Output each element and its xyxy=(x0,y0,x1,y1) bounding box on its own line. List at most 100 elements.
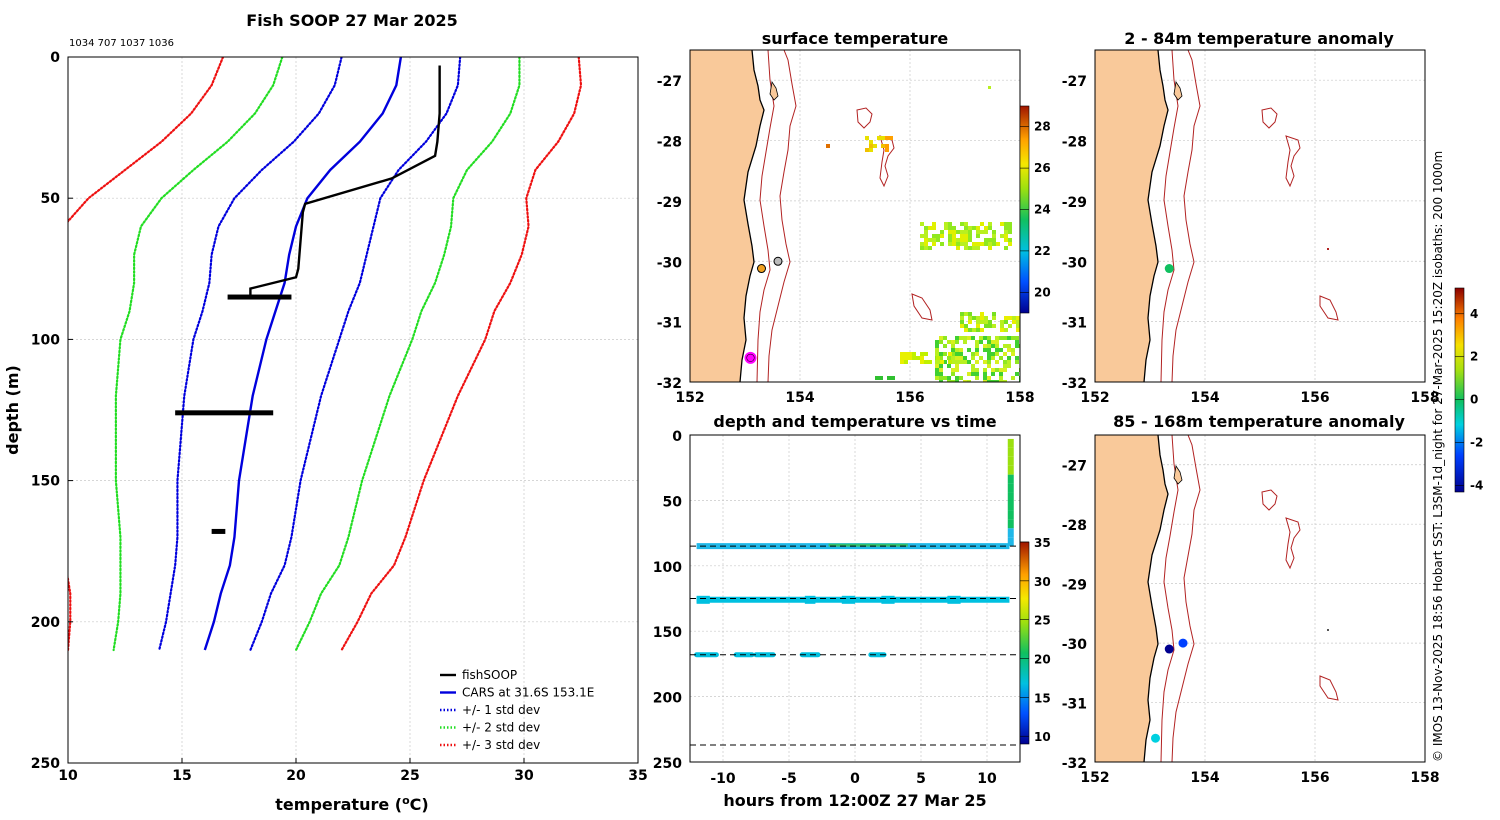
seamount-c xyxy=(911,293,933,321)
legend-label: CARS at 31.6S 153.1E xyxy=(462,686,594,700)
legend-label: +/- 2 std dev xyxy=(462,721,540,735)
sst-pixel xyxy=(971,364,975,368)
sst-pixel xyxy=(988,320,992,324)
sst-pixel xyxy=(980,312,984,316)
sst-pixel xyxy=(960,242,964,246)
sst-pixel xyxy=(1000,234,1004,238)
y-tick-label: 250 xyxy=(653,756,682,772)
land-mask xyxy=(1095,435,1168,762)
sst-pixel xyxy=(935,368,939,372)
sst-pixel xyxy=(959,356,963,360)
anomaly-point xyxy=(1164,644,1174,654)
track-blob xyxy=(804,595,816,604)
sst-pixel xyxy=(1011,348,1015,352)
sst-pixel xyxy=(995,360,999,364)
colorbar-tick-label: 20 xyxy=(1034,653,1051,667)
anomaly-shallow-points xyxy=(1164,248,1329,274)
sst-pixel xyxy=(975,368,979,372)
sst-pixel xyxy=(968,320,972,324)
sst-pixel xyxy=(976,226,980,230)
depth-time-colorbar-ticks: 10 15 20 25 30 35 xyxy=(1020,536,1051,744)
sst-pixel xyxy=(971,372,975,376)
sst-pixel xyxy=(935,352,939,356)
y-tick-label: 0 xyxy=(672,429,682,445)
sst-pixel xyxy=(932,222,936,226)
sst-pixel xyxy=(968,226,972,230)
fishsoop-cluster xyxy=(211,528,226,534)
sst-pixel xyxy=(983,380,987,382)
anomaly-deep-ticks: 152 154 156 158 -32 -31 -30 -29 -28 -27 xyxy=(1062,459,1440,786)
sst-pixel xyxy=(952,230,956,234)
sst-pixel xyxy=(975,360,979,364)
profile-series xyxy=(68,57,583,652)
x-tick-label: -10 xyxy=(710,771,736,787)
sst-pixel xyxy=(935,360,939,364)
sst-pixel xyxy=(959,360,963,364)
y-tick-label: 200 xyxy=(31,615,60,631)
sst-pixel xyxy=(948,234,952,238)
lon-tick-label: 156 xyxy=(1300,770,1329,786)
sst-pixel xyxy=(971,352,975,356)
x-tick-label: 30 xyxy=(514,768,534,784)
sst-pixel xyxy=(951,356,955,360)
sst-pixel xyxy=(991,340,995,344)
sst-pixel xyxy=(935,372,939,376)
colorbar-tick-label: 15 xyxy=(1034,691,1051,705)
sst-pixel xyxy=(873,144,877,148)
sst-pixel xyxy=(983,348,987,352)
fishsoop-cluster xyxy=(227,294,292,300)
sst-pixel xyxy=(955,368,959,372)
sst-pixel xyxy=(889,136,893,140)
sst-pixel xyxy=(939,356,943,360)
coastline xyxy=(1143,50,1169,382)
sst-pixel xyxy=(943,360,947,364)
sst-pixel xyxy=(947,376,951,380)
sst-pixel xyxy=(1016,320,1020,324)
cars-mean-line xyxy=(203,57,403,651)
sst-pixel xyxy=(983,344,987,348)
colorbar-tick-label: -4 xyxy=(1470,479,1483,493)
sst-pixel xyxy=(885,144,889,148)
lat-tick-label: -30 xyxy=(657,255,683,271)
sst-pixel xyxy=(936,238,940,242)
anomaly-point xyxy=(1178,638,1188,648)
profile-frame xyxy=(67,56,639,764)
sst-pixel xyxy=(916,356,920,360)
sst-pixel xyxy=(1004,238,1008,242)
sst-pixel xyxy=(1003,336,1007,340)
sst-pixel xyxy=(984,324,988,328)
sst-station-marker xyxy=(773,256,783,266)
legend-label: +/- 1 std dev xyxy=(462,703,540,717)
sst-pixel xyxy=(935,348,939,352)
sst-pixel xyxy=(881,136,885,140)
sst-pixel xyxy=(1007,344,1011,348)
sst-pixel xyxy=(968,328,972,332)
sst-pixel xyxy=(947,364,951,368)
sst-pixel xyxy=(869,144,873,148)
sst-pixel xyxy=(948,242,952,246)
sst-pixel xyxy=(1016,328,1020,332)
isobath-200m xyxy=(1160,50,1179,382)
sst-pixel xyxy=(967,336,971,340)
sst-pixel xyxy=(948,230,952,234)
sst-pixels xyxy=(826,86,1020,382)
sst-pixel xyxy=(979,336,983,340)
track-blob xyxy=(696,595,710,604)
sst-pixel xyxy=(988,324,992,328)
colorbar-tick-label: 28 xyxy=(1034,120,1051,134)
sst-pixel xyxy=(904,360,908,364)
sst-pixel xyxy=(963,356,967,360)
sst-pixel xyxy=(1003,380,1007,382)
sst-pixel xyxy=(960,234,964,238)
y-tick-label: 150 xyxy=(653,625,682,641)
lat-tick-label: -31 xyxy=(1062,316,1087,332)
colorbar-tick-label: -2 xyxy=(1470,436,1483,450)
sst-pixel xyxy=(999,368,1003,372)
anomaly-point xyxy=(1151,733,1160,743)
sst-pixel xyxy=(992,234,996,238)
sst-pixel xyxy=(960,316,964,320)
sst-pixel xyxy=(1004,226,1008,230)
y-tick-label: 150 xyxy=(31,474,60,490)
sst-pixel xyxy=(1008,324,1012,328)
sst-pixel xyxy=(959,348,963,352)
